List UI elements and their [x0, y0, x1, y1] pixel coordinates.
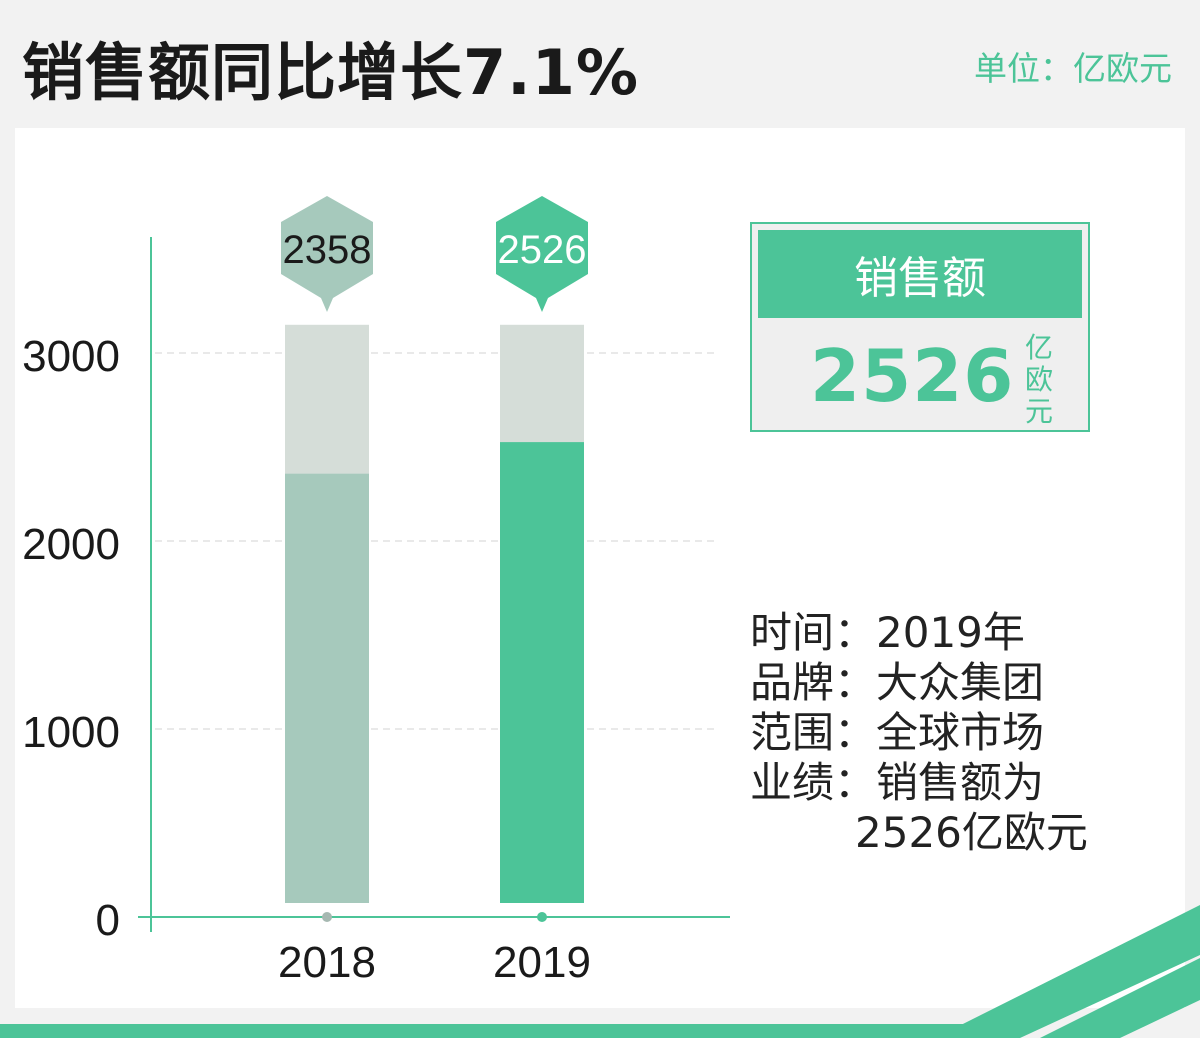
kpi-label: 销售额: [758, 230, 1082, 318]
data-label: 2526: [498, 228, 587, 272]
info-scope-label: 范围：: [750, 708, 877, 757]
y-tick-label: 1000: [22, 708, 120, 757]
kpi-value: 2526: [810, 334, 1015, 418]
info-perf-value: 销售额为: [876, 758, 1045, 807]
kpi-unit-char: 元: [1024, 395, 1053, 428]
kpi-unit: 亿 欧 元: [1022, 332, 1056, 428]
info-scope-value: 全球市场: [876, 708, 1045, 757]
corner-stripe-1: [935, 905, 1200, 1038]
info-perf-label: 业绩：: [750, 758, 877, 807]
bar: [285, 473, 369, 903]
info-perf-value-cont: 2526亿欧元: [855, 808, 1088, 857]
unit-label: 单位：亿欧元: [974, 49, 1172, 88]
x-tick-label: 2019: [493, 938, 591, 987]
info-block: 时间：2019年 品牌：大众集团 范围：全球市场 业绩：销售额为 2526亿欧元: [750, 608, 1088, 858]
x-tick-label: 2018: [278, 938, 376, 987]
bottom-stripe: [0, 1024, 1005, 1038]
kpi-unit-char: 亿: [1024, 331, 1053, 364]
data-label: 2358: [283, 228, 372, 272]
info-brand-label: 品牌：: [750, 658, 877, 707]
info-row-scope: 范围：全球市场: [750, 708, 1088, 758]
value-marker: [496, 196, 588, 312]
y-tick-label: 3000: [22, 332, 120, 381]
info-time-value: 2019年: [876, 608, 1025, 657]
x-axis-dot: [537, 912, 547, 922]
info-row-brand: 品牌：大众集团: [750, 658, 1088, 708]
info-row-time: 时间：2019年: [750, 608, 1088, 658]
bar: [500, 442, 584, 903]
x-axis-dot: [322, 912, 332, 922]
y-tick-label: 2000: [22, 520, 120, 569]
info-time-label: 时间：: [750, 608, 877, 657]
value-marker: [281, 196, 373, 312]
info-row-perf: 业绩：销售额为: [750, 758, 1088, 808]
page-title: 销售额同比增长7.1%: [22, 36, 639, 109]
y-tick-label: 0: [96, 896, 120, 945]
info-brand-value: 大众集团: [876, 658, 1045, 707]
kpi-card: 销售额 2526 亿 欧 元: [750, 222, 1090, 432]
kpi-unit-char: 欧: [1024, 363, 1053, 396]
corner-stripe-2: [1040, 958, 1200, 1038]
